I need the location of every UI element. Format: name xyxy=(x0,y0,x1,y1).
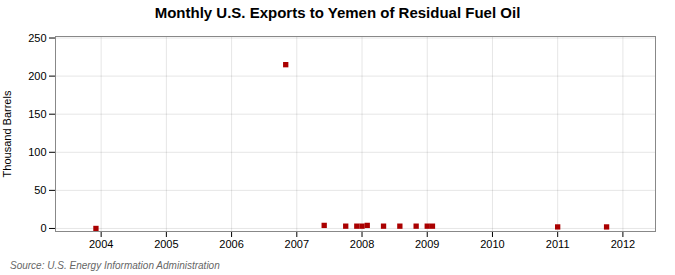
svg-text:200: 200 xyxy=(28,70,46,82)
svg-text:2007: 2007 xyxy=(285,238,309,250)
html-text:Monthly U.S. Exports to Yemen: Monthly U.S. Exports to Yemen of Residua… xyxy=(154,4,521,21)
html-text:Source: U.S. Energy Informatio: Source: U.S. Energy Information Administ… xyxy=(10,260,220,271)
svg-text:2005: 2005 xyxy=(154,238,178,250)
svg-text:150: 150 xyxy=(28,108,46,120)
svg-text:0: 0 xyxy=(40,222,46,234)
svg-text:2006: 2006 xyxy=(219,238,243,250)
svg-text:2010: 2010 xyxy=(480,238,504,250)
svg-text:250: 250 xyxy=(28,32,46,44)
svg-text:2008: 2008 xyxy=(350,238,374,250)
svg-text:2004: 2004 xyxy=(89,238,113,250)
svg-text:2009: 2009 xyxy=(415,238,439,250)
svg-text:100: 100 xyxy=(28,146,46,158)
svg-text:50: 50 xyxy=(34,184,46,196)
svg-text:2012: 2012 xyxy=(611,238,635,250)
svg-text:Thousand Barrels: Thousand Barrels xyxy=(1,90,13,177)
svg-text:2011: 2011 xyxy=(546,238,570,250)
